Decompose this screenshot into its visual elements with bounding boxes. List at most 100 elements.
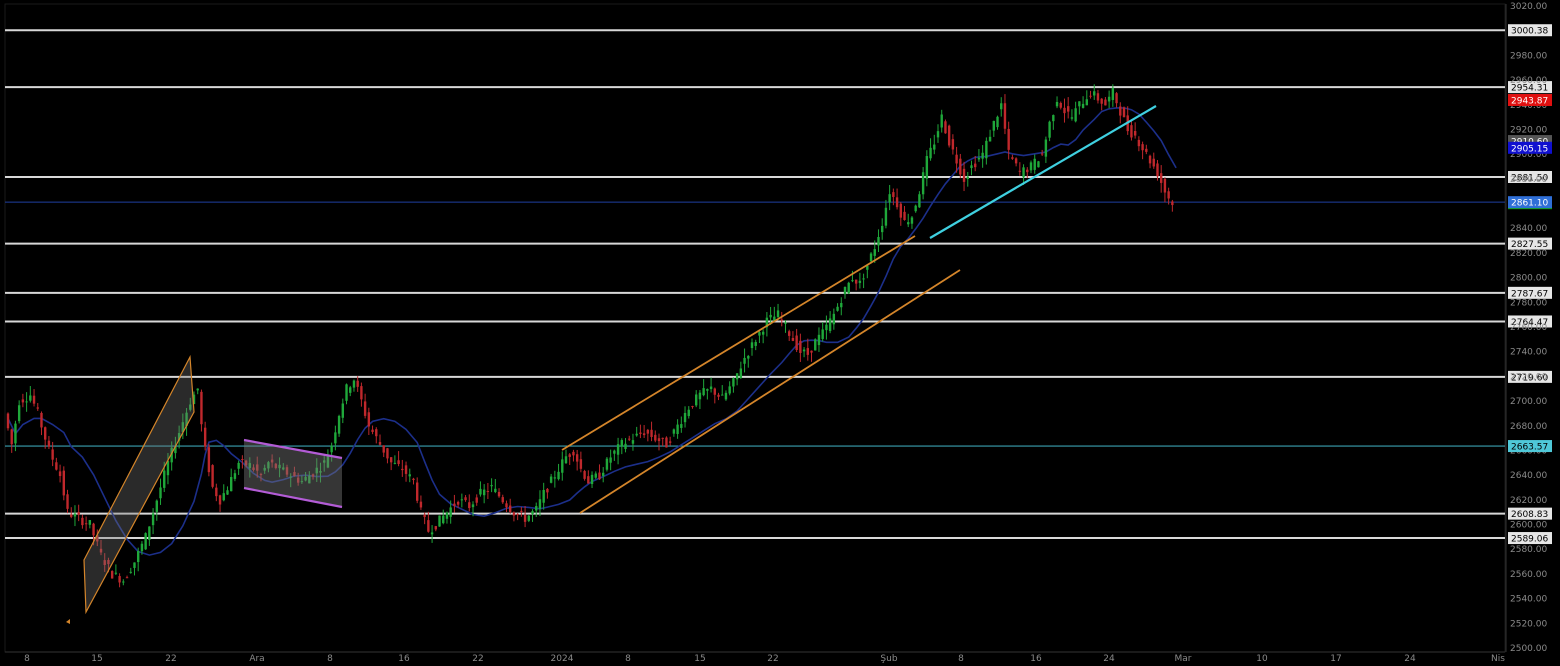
price-tag-label: 2943.87 — [1511, 96, 1548, 106]
price-tag — [1508, 141, 1552, 154]
candle-body — [163, 470, 166, 488]
arrow-marker — [66, 619, 70, 624]
candle-body — [665, 437, 668, 448]
cyan-trendline — [929, 105, 1157, 239]
candle-body — [966, 176, 969, 180]
level-tag-label: 2787.67 — [1511, 289, 1548, 299]
candle-body — [527, 515, 530, 521]
candle-body — [814, 339, 817, 351]
candle-body — [817, 334, 821, 346]
candle-body — [341, 403, 344, 418]
candle-body — [70, 514, 73, 517]
candle-body — [1137, 139, 1141, 147]
price-tag-label: 2905.15 — [1511, 144, 1548, 154]
candle-body — [259, 474, 263, 476]
candle-body — [233, 473, 237, 479]
candle-body — [337, 415, 341, 434]
candle-body — [691, 406, 694, 408]
candle-body — [114, 572, 118, 574]
candle-body — [1048, 121, 1051, 138]
level-tag — [1508, 370, 1552, 383]
candle-body — [14, 423, 17, 444]
candle-body — [1104, 99, 1107, 106]
candle-body — [319, 471, 322, 473]
candle-body — [47, 440, 51, 447]
candle-body — [367, 412, 371, 427]
candle-body — [293, 472, 296, 477]
candle-body — [657, 438, 661, 442]
candle-body — [311, 474, 315, 477]
price-tag-label: 2861.10 — [1511, 199, 1548, 209]
candle-body — [185, 412, 188, 427]
candle-body — [609, 457, 612, 463]
candle-body — [717, 394, 720, 397]
candle-body — [40, 412, 43, 428]
candle-body — [1148, 155, 1152, 164]
candle-body — [947, 125, 951, 146]
candle-body — [222, 493, 225, 501]
candle-body — [267, 462, 270, 469]
candle-body — [520, 510, 523, 512]
candle-body — [992, 120, 995, 131]
candle-body — [940, 114, 943, 128]
y-tick-label: 2600.00 — [1510, 521, 1547, 531]
candle-body — [386, 448, 389, 459]
candle-body — [512, 512, 516, 516]
candle-body — [639, 432, 642, 434]
candle-body — [810, 350, 813, 353]
candle-body — [739, 368, 743, 378]
candle-body — [360, 386, 363, 400]
x-tick-label: 22 — [165, 654, 176, 664]
candle-body — [724, 392, 728, 400]
candle-body — [389, 457, 393, 463]
candle-body — [349, 387, 352, 393]
candle-body — [6, 413, 10, 429]
candle-body — [244, 460, 248, 466]
candle-body — [468, 502, 471, 509]
candle-body — [988, 136, 992, 142]
candle-body — [1107, 96, 1111, 102]
candle-body — [564, 456, 568, 464]
candle-body — [590, 474, 594, 485]
candle-body — [218, 495, 222, 505]
candle-body — [382, 445, 385, 453]
candle-body — [471, 504, 475, 508]
candle-body — [561, 459, 564, 473]
candle-body — [895, 197, 899, 208]
candle-body — [587, 476, 590, 484]
level-tag-label: 2608.83 — [1511, 510, 1548, 520]
candle-body — [200, 391, 203, 425]
level-tag — [1508, 81, 1552, 94]
candle-body — [1122, 107, 1126, 118]
candle-body — [695, 394, 698, 406]
x-tick-label: Ara — [249, 654, 264, 664]
level-tag — [1508, 286, 1552, 299]
level-tag-label: 2827.55 — [1511, 240, 1548, 250]
candle-body — [631, 440, 635, 444]
candle-body — [799, 340, 802, 354]
x-tick-label: 22 — [767, 654, 778, 664]
candle-body — [769, 314, 772, 318]
candle-body — [118, 576, 121, 583]
candle-body — [594, 473, 597, 478]
candle-body — [66, 494, 69, 509]
candle-body — [423, 514, 426, 518]
candle-body — [55, 462, 58, 470]
candle-body — [270, 459, 274, 463]
candle-body — [1067, 106, 1070, 112]
y-tick-label: 2720.00 — [1510, 372, 1547, 382]
candle-body — [51, 449, 54, 460]
flag-fill — [244, 440, 342, 507]
level-tag-label: 2764.47 — [1511, 318, 1548, 328]
candle-body — [903, 211, 906, 221]
level-tag — [1508, 170, 1552, 183]
candle-body — [486, 491, 490, 493]
candle-body — [1070, 117, 1074, 119]
candle-body — [29, 395, 32, 401]
candle-body — [1007, 128, 1010, 150]
candle-body — [761, 331, 765, 335]
channel-lower-line — [579, 269, 961, 514]
candle-body — [773, 316, 776, 322]
x-tick-label: 8 — [327, 654, 333, 664]
